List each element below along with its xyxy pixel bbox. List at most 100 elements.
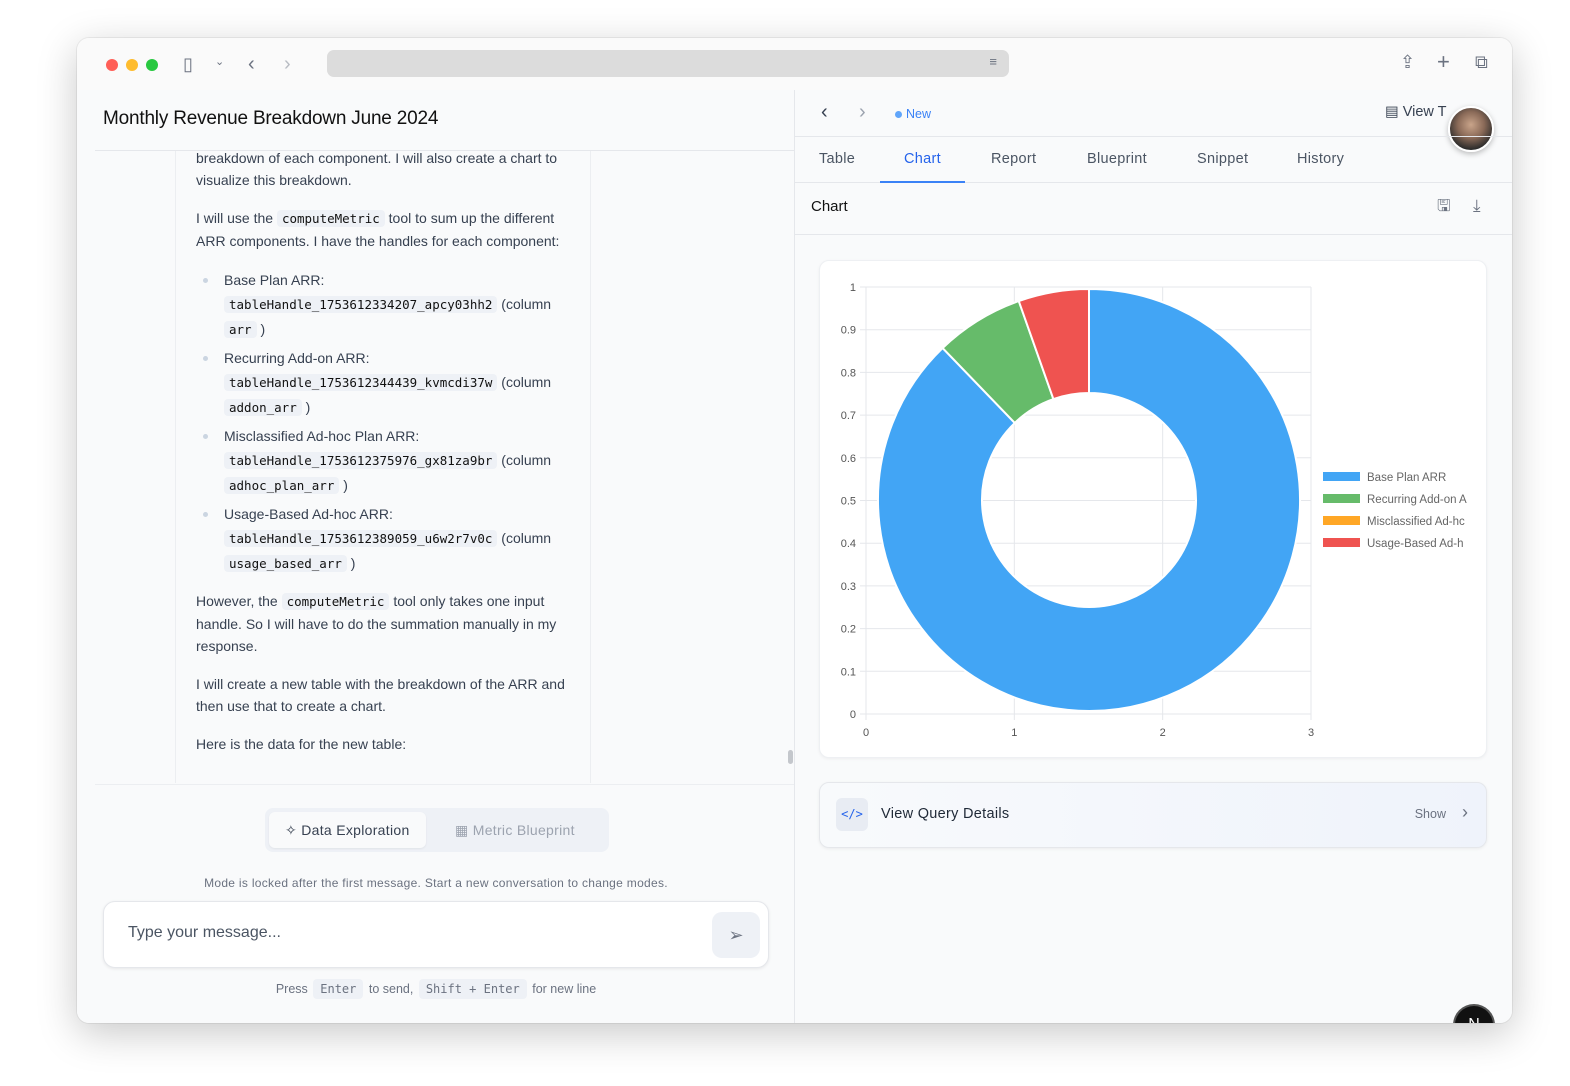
y-tick-label: 0.6 [841, 453, 856, 465]
y-tick-label: 0.9 [841, 325, 856, 337]
chat-messages[interactable]: breakdown of each component. I will also… [175, 151, 591, 783]
x-tick-label: 2 [1160, 727, 1166, 739]
column-name: addon_arr [224, 399, 302, 416]
table-handle: tableHandle_1753612344439_kvmcdi37w [224, 374, 498, 391]
y-tick-label: 0.2 [841, 624, 856, 636]
message-input[interactable] [128, 924, 688, 942]
message-paragraph: I will create a new table with the break… [196, 676, 565, 714]
list-item: Recurring Add-on ARR: tableHandle_1753612… [196, 346, 570, 420]
y-tick-label: 0.1 [841, 666, 856, 678]
scrollbar[interactable] [788, 750, 793, 764]
y-tick-label: 0.5 [841, 496, 856, 508]
download-icon[interactable]: ⤓ [1473, 196, 1481, 215]
legend-label: Misclassified Ad-hc [1367, 516, 1465, 528]
address-bar[interactable]: ≡ [327, 50, 1009, 77]
tab-blueprint[interactable]: Blueprint [1087, 151, 1147, 167]
message-paragraph: breakdown of each component. I will also… [196, 151, 558, 188]
y-tick-label: 1 [850, 282, 856, 294]
list-item: Usage-Based Ad-hoc ARR: tableHandle_17536… [196, 502, 570, 576]
back-icon[interactable]: ‹ [821, 101, 828, 123]
tab-chart[interactable]: Chart [880, 137, 965, 183]
keyboard-hint: Press Enter to send, Shift + Enter for n… [77, 979, 795, 999]
tabs-overview-icon[interactable]: ⧉ [1475, 52, 1488, 72]
chat-panel: Monthly Revenue Breakdown June 2024 brea… [77, 90, 795, 1023]
close-window-button[interactable] [106, 59, 118, 71]
y-tick-label: 0.4 [841, 538, 856, 550]
chevron-down-icon[interactable]: ⌄ [215, 56, 225, 68]
legend-label: Recurring Add-on A [1367, 494, 1467, 506]
tab-report[interactable]: Report [991, 151, 1037, 167]
browser-window: ▯ ⌄ ‹ › ≡ ⇪ + ⧉ Monthly Revenue Breakdow… [77, 38, 1512, 1023]
sidebar-toggle-icon[interactable]: ▯ [183, 54, 193, 74]
code-icon: </> [836, 798, 868, 831]
reader-icon[interactable]: ≡ [989, 54, 997, 69]
inline-code: computeMetric [276, 210, 385, 227]
table-handle: tableHandle_1753612375976_gx81za9br [224, 452, 498, 469]
table-handle: tableHandle_1753612389059_u6w2r7v0c [224, 530, 498, 547]
table-handle: tableHandle_1753612334207_apcy03hh2 [224, 296, 498, 313]
forward-icon[interactable]: › [284, 53, 291, 75]
mode-lock-note: Mode is locked after the first message. … [204, 876, 668, 890]
legend-swatch [1323, 472, 1360, 481]
chevron-right-icon: › [1462, 802, 1468, 822]
assistant-message: breakdown of each component. I will also… [176, 151, 590, 755]
zoom-window-button[interactable] [146, 59, 158, 71]
assistant-fab[interactable]: N [1455, 1006, 1493, 1023]
list-item: Base Plan ARR: tableHandle_1753612334207_… [196, 268, 570, 342]
chart-header: Chart 🖫 ⤓ [795, 183, 1512, 235]
show-button[interactable]: Show [1414, 807, 1446, 821]
mode-metric-blueprint[interactable]: ▦ Metric Blueprint [455, 822, 575, 838]
x-tick-label: 1 [1011, 727, 1017, 739]
mode-data-exploration[interactable]: ✧ Data Exploration [269, 812, 426, 848]
message-paragraph: Here is the data for the new table: [196, 736, 407, 752]
message-paragraph: However, the computeMetric tool only tak… [196, 593, 557, 654]
donut-slice [1017, 287, 1090, 401]
legend-swatch [1323, 494, 1360, 503]
legend-label: Base Plan ARR [1367, 472, 1446, 484]
share-icon[interactable]: ⇪ [1400, 52, 1416, 72]
y-tick-label: 0 [850, 709, 856, 721]
message-paragraph: I will use the computeMetric tool to sum… [196, 210, 560, 249]
tab-table[interactable]: Table [819, 151, 856, 167]
view-query-details[interactable]: </> View Query Details Show › [819, 782, 1487, 848]
page-title: Monthly Revenue Breakdown June 2024 [103, 108, 439, 129]
artifact-panel: ‹ › New ▤ View T Table Chart Report Bluepri… [795, 90, 1512, 1023]
message-input-box: ➢ [103, 901, 769, 968]
x-tick-label: 3 [1308, 727, 1314, 739]
save-icon[interactable]: 🖫 [1437, 198, 1451, 215]
legend-swatch [1323, 538, 1360, 547]
column-name: usage_based_arr [224, 555, 347, 572]
status-badge: New [895, 107, 931, 121]
sparkles-icon: ✧ [285, 822, 298, 838]
tab-bar: Table Chart Report Blueprint Snippet History [795, 136, 1512, 183]
browser-toolbar: ▯ ⌄ ‹ › ≡ ⇪ + ⧉ [77, 38, 1512, 90]
y-tick-label: 0.7 [841, 410, 856, 422]
chart-card: 0 0.1 0.2 0.3 0.4 0.5 0.6 0.7 0.8 0.9 1 0 1 2 3 Base Pl… [819, 260, 1487, 758]
donut-chart: 0 0.1 0.2 0.3 0.4 0.5 0.6 0.7 0.8 0.9 1 0 1 2 3 Base Pl… [841, 282, 1467, 739]
x-tick-label: 0 [863, 727, 869, 739]
new-tab-icon[interactable]: + [1437, 49, 1450, 74]
send-button[interactable]: ➢ [712, 912, 760, 958]
forward-icon[interactable]: › [859, 101, 866, 123]
tab-history[interactable]: History [1297, 151, 1345, 167]
back-icon[interactable]: ‹ [248, 53, 255, 75]
donut-slice [877, 287, 1301, 712]
mode-switcher: ✧ Data Exploration ▦ Metric Blueprint [265, 808, 609, 852]
y-tick-label: 0.3 [841, 581, 856, 593]
tab-snippet[interactable]: Snippet [1197, 151, 1249, 167]
column-name: adhoc_plan_arr [224, 477, 340, 494]
minimize-window-button[interactable] [126, 59, 138, 71]
section-title: Chart [811, 198, 848, 215]
grid-icon: ▦ [455, 822, 469, 838]
query-details-label: View Query Details [881, 806, 1010, 822]
legend-label: Usage-Based Ad-h [1367, 538, 1464, 550]
y-tick-label: 0.8 [841, 367, 856, 379]
view-table-button[interactable]: ▤ View T [1385, 104, 1447, 120]
column-name: arr [224, 321, 257, 338]
legend-swatch [1323, 516, 1360, 525]
send-icon: ➢ [728, 925, 744, 945]
table-icon: ▤ [1385, 104, 1399, 120]
avatar[interactable] [1448, 106, 1494, 152]
inline-code: computeMetric [281, 593, 390, 610]
list-item: Misclassified Ad-hoc Plan ARR: tableHandl… [196, 424, 570, 498]
